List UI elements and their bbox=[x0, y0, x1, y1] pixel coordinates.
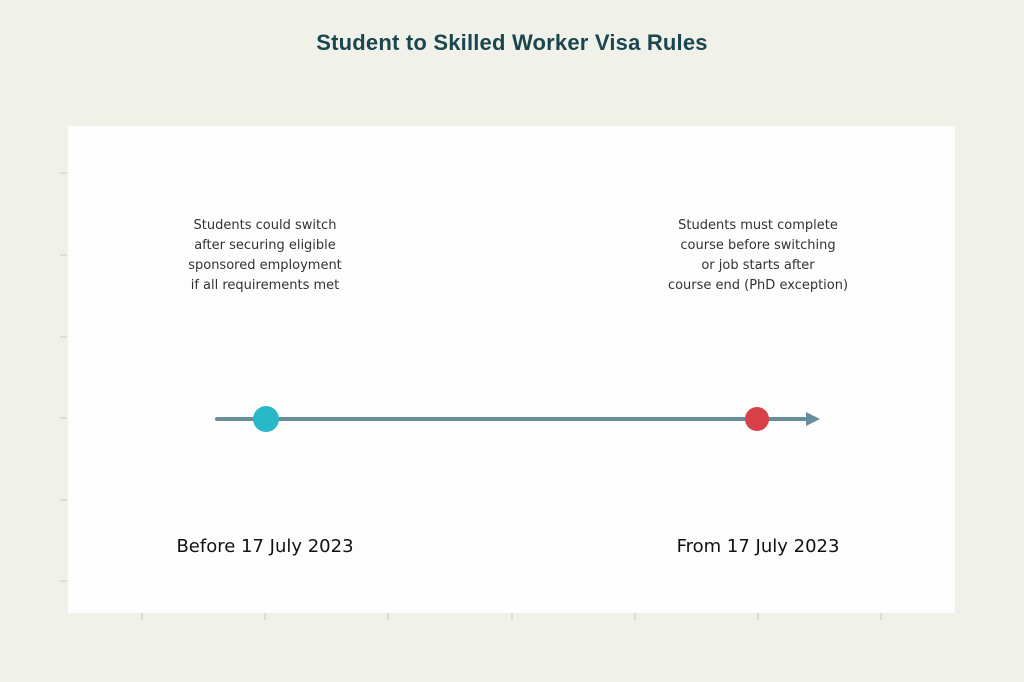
y-axis-tick bbox=[60, 254, 67, 256]
x-axis-tick bbox=[141, 613, 143, 620]
y-axis-tick bbox=[60, 499, 67, 501]
event-label-before: Before 17 July 2023 bbox=[176, 536, 354, 557]
event-marker-before bbox=[253, 406, 279, 432]
y-axis-tick bbox=[60, 417, 67, 419]
event-annotation-after: Students must complete course before swi… bbox=[667, 218, 849, 293]
event-label-after: From 17 July 2023 bbox=[676, 536, 840, 557]
x-axis-tick bbox=[264, 613, 266, 620]
event-marker-after bbox=[745, 407, 769, 431]
x-axis-tick bbox=[634, 613, 636, 620]
x-axis-tick bbox=[387, 613, 389, 620]
chart-title: Student to Skilled Worker Visa Rules bbox=[316, 30, 708, 55]
y-axis-tick bbox=[60, 172, 67, 174]
event-annotation-before: Students could switch after securing eli… bbox=[188, 218, 342, 293]
plot-area bbox=[68, 126, 955, 613]
y-axis-tick bbox=[60, 336, 67, 338]
x-axis-tick bbox=[511, 613, 513, 620]
timeline-arrow-icon bbox=[806, 412, 820, 426]
x-axis-tick bbox=[880, 613, 882, 620]
timeline-axis-line bbox=[215, 417, 807, 421]
x-axis-tick bbox=[757, 613, 759, 620]
y-axis-tick bbox=[60, 580, 67, 582]
